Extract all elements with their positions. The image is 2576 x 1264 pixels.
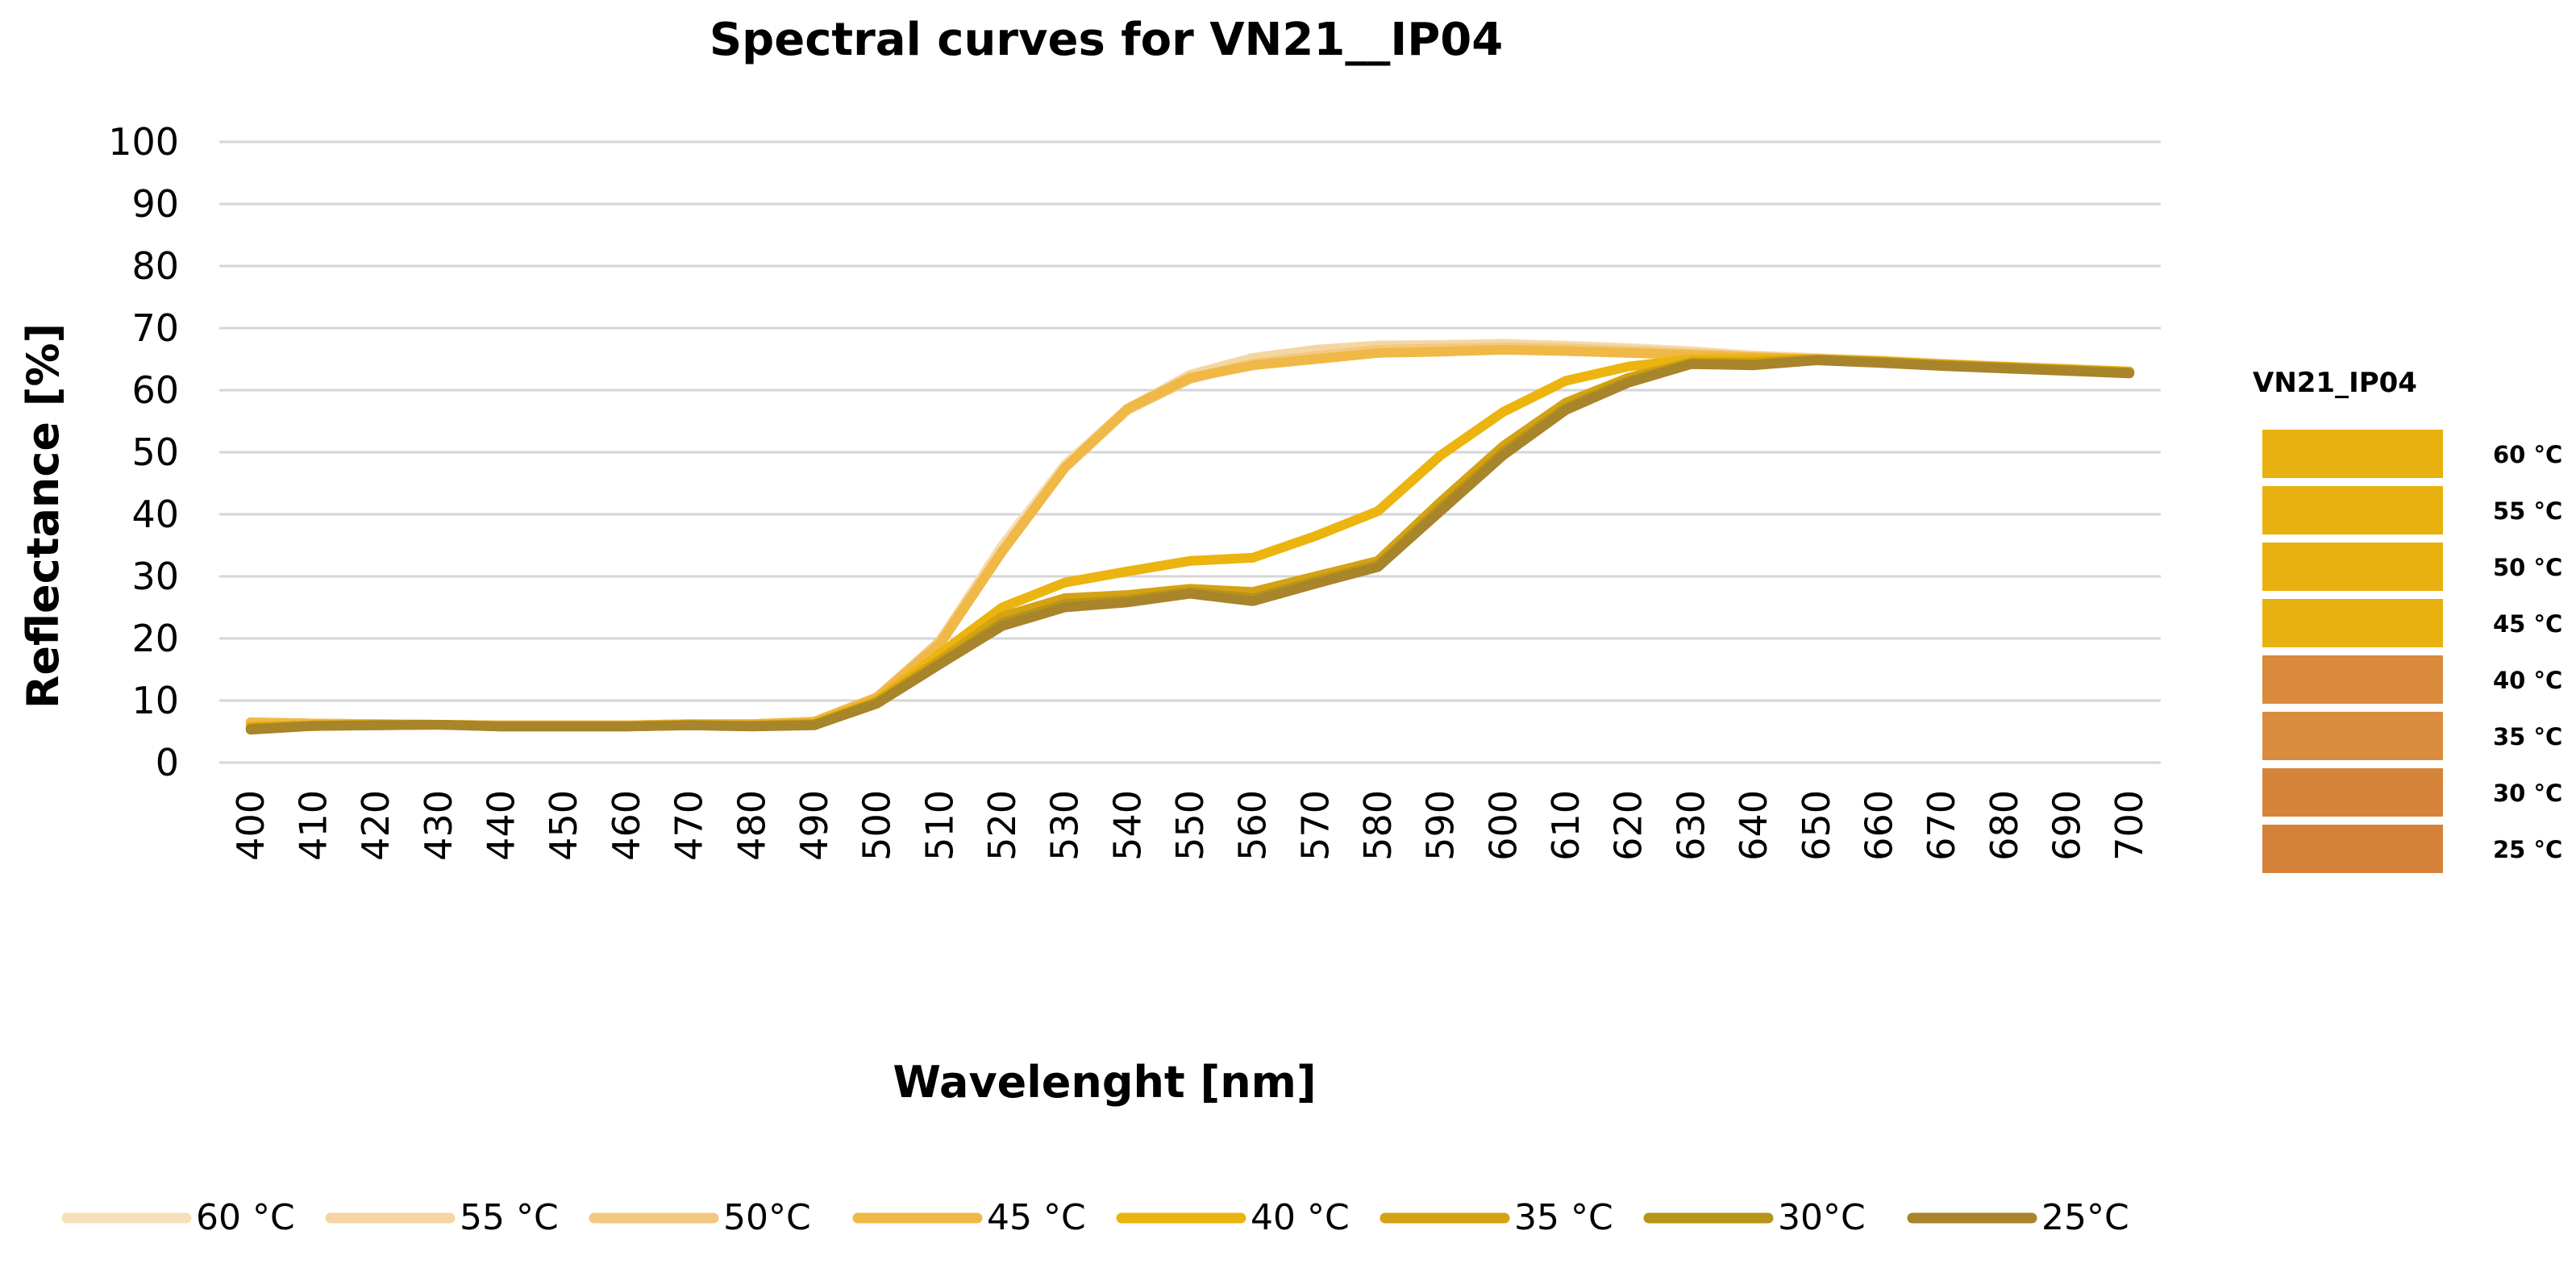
x-tick-label: 490 xyxy=(793,790,836,861)
series-line-1 xyxy=(245,339,2135,730)
x-tick-label: 640 xyxy=(1732,790,1775,861)
legend-label-2: 50°C xyxy=(723,1197,811,1238)
series-line-4 xyxy=(245,354,2135,732)
legend-label-7: 25°C xyxy=(2041,1197,2129,1238)
x-tick-label: 430 xyxy=(417,790,460,861)
swatch-label-6: 30 °C xyxy=(2493,780,2562,807)
series-lines xyxy=(245,339,2135,735)
x-tick-label: 670 xyxy=(1920,790,1963,861)
swatch-7 xyxy=(2262,825,2443,873)
x-tick-label: 400 xyxy=(229,790,273,861)
legend-label-6: 30°C xyxy=(1778,1197,1866,1238)
y-axis-label: Reflectance [%] xyxy=(18,323,69,709)
swatch-label-7: 25 °C xyxy=(2493,836,2562,863)
swatch-1 xyxy=(2262,486,2443,534)
y-tick-label: 20 xyxy=(131,617,179,660)
gridlines xyxy=(219,140,2161,764)
swatch-label-4: 40 °C xyxy=(2493,667,2562,694)
y-tick-label: 90 xyxy=(131,182,179,226)
swatch-6 xyxy=(2262,768,2443,817)
y-tick-label: 100 xyxy=(108,120,179,164)
x-tick-label: 420 xyxy=(354,790,397,861)
swatch-label-5: 35 °C xyxy=(2493,723,2562,750)
swatch-panel: 60 °C 55 °C 50 °C 45 °C 40 °C 35 °C 30 °C 25 °C xyxy=(2262,430,2562,873)
legend-label-0: 60 °C xyxy=(196,1197,295,1238)
series-line-7 xyxy=(245,356,2135,735)
swatch-label-1: 55 °C xyxy=(2493,497,2562,525)
x-tick-label: 450 xyxy=(542,790,585,861)
swatch-2 xyxy=(2262,543,2443,591)
y-tick-label: 70 xyxy=(131,306,179,350)
legend-label-1: 55 °C xyxy=(460,1197,559,1238)
legend-label-3: 45 °C xyxy=(987,1197,1086,1238)
x-tick-label: 660 xyxy=(1857,790,1900,861)
x-tick-label: 590 xyxy=(1419,790,1463,861)
x-tick-label: 500 xyxy=(855,790,899,861)
legend-label-4: 40 °C xyxy=(1251,1197,1350,1238)
series-line-2 xyxy=(245,342,2135,730)
x-axis-label: Wavelenght [nm] xyxy=(893,1057,1316,1108)
series-line-5 xyxy=(245,354,2135,733)
legend-label-5: 35 °C xyxy=(1514,1197,1613,1238)
x-tick-label: 650 xyxy=(1795,790,1838,861)
y-tick-label: 10 xyxy=(131,679,179,722)
swatch-label-3: 45 °C xyxy=(2493,610,2562,638)
legend: 60 °C 55 °C 50°C 45 °C 40 °C 35 °C 30°C 25°C xyxy=(61,1197,2129,1238)
x-tick-label: 610 xyxy=(1544,790,1588,861)
x-tick-label: 520 xyxy=(980,790,1024,861)
x-tick-label: 530 xyxy=(1043,790,1087,861)
swatch-4 xyxy=(2262,655,2443,704)
y-tick-label: 30 xyxy=(131,555,179,598)
swatch-label-0: 60 °C xyxy=(2493,441,2562,468)
x-tick-label: 470 xyxy=(668,790,711,861)
x-tick-label: 690 xyxy=(2045,790,2088,861)
series-line-0 xyxy=(245,339,2135,730)
x-tick-label: 480 xyxy=(730,790,773,861)
y-tick-label: 60 xyxy=(131,368,179,412)
x-tick-label: 560 xyxy=(1231,790,1275,861)
x-tick-label: 620 xyxy=(1607,790,1650,861)
x-tick-label: 510 xyxy=(918,790,961,861)
x-tick-label: 600 xyxy=(1481,790,1525,861)
x-axis-ticks: 400 410 420 430 440 450 460 470 480 490 500 510 520 5… xyxy=(229,790,2151,861)
x-tick-label: 440 xyxy=(480,790,523,861)
swatch-3 xyxy=(2262,599,2443,647)
swatch-label-2: 50 °C xyxy=(2493,554,2562,581)
x-tick-label: 680 xyxy=(1983,790,2026,861)
x-tick-label: 630 xyxy=(1669,790,1712,861)
x-tick-label: 460 xyxy=(605,790,648,861)
y-tick-label: 50 xyxy=(131,430,179,474)
x-tick-label: 410 xyxy=(292,790,335,861)
x-tick-label: 580 xyxy=(1356,790,1400,861)
x-tick-label: 550 xyxy=(1168,790,1212,861)
swatch-5 xyxy=(2262,712,2443,760)
chart-title: Spectral curves for VN21__IP04 xyxy=(710,14,1503,66)
y-tick-label: 40 xyxy=(131,493,179,536)
x-tick-label: 540 xyxy=(1105,790,1149,861)
x-tick-label: 700 xyxy=(2108,790,2151,861)
y-tick-label: 0 xyxy=(156,741,179,784)
series-line-6 xyxy=(245,355,2135,734)
x-tick-label: 570 xyxy=(1293,790,1337,861)
y-tick-label: 80 xyxy=(131,244,179,288)
swatch-panel-title: VN21_IP04 xyxy=(2253,367,2417,399)
series-line-3 xyxy=(245,344,2135,730)
y-axis-ticks: 0 10 20 30 40 50 60 70 80 90 100 xyxy=(108,120,179,784)
swatch-0 xyxy=(2262,430,2443,478)
